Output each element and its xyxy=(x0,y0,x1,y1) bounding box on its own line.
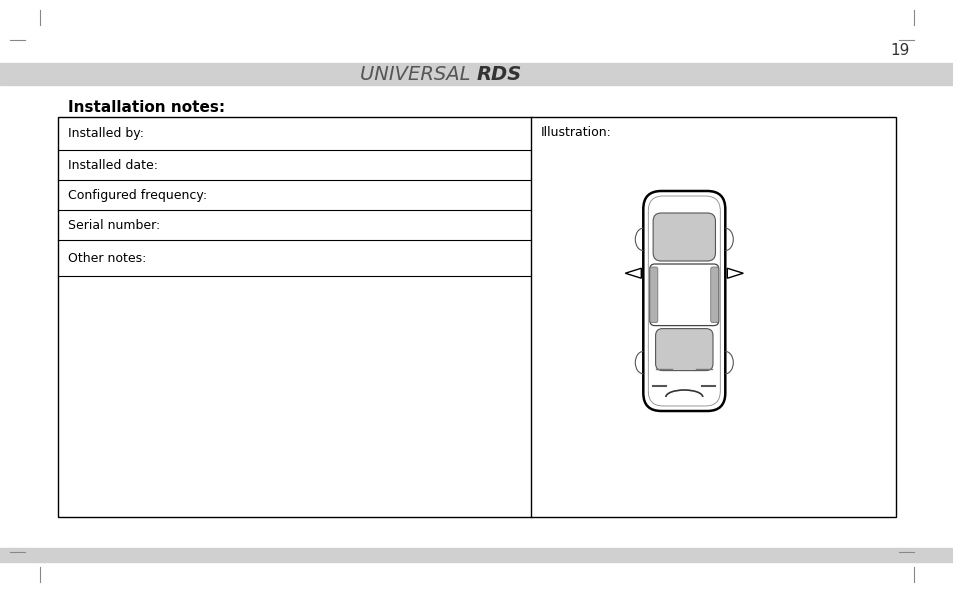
Text: Installed by:: Installed by: xyxy=(68,127,144,140)
Bar xyxy=(0,63,953,85)
Text: 19: 19 xyxy=(890,43,909,58)
Text: Installation notes:: Installation notes: xyxy=(68,100,225,115)
Text: UNIVERSAL: UNIVERSAL xyxy=(360,65,476,83)
FancyBboxPatch shape xyxy=(649,267,658,323)
Text: Illustration:: Illustration: xyxy=(540,126,611,139)
Polygon shape xyxy=(624,268,640,278)
Text: Configured frequency:: Configured frequency: xyxy=(68,188,207,201)
Polygon shape xyxy=(726,268,742,278)
Text: Other notes:: Other notes: xyxy=(68,252,146,265)
Bar xyxy=(0,548,953,562)
FancyBboxPatch shape xyxy=(642,191,724,411)
Bar xyxy=(58,117,895,517)
Text: Serial number:: Serial number: xyxy=(68,218,160,231)
FancyBboxPatch shape xyxy=(653,213,715,261)
FancyBboxPatch shape xyxy=(655,329,712,371)
FancyBboxPatch shape xyxy=(649,264,718,326)
Text: RDS: RDS xyxy=(476,65,521,83)
Text: Installed date:: Installed date: xyxy=(68,159,158,172)
FancyBboxPatch shape xyxy=(710,267,718,323)
